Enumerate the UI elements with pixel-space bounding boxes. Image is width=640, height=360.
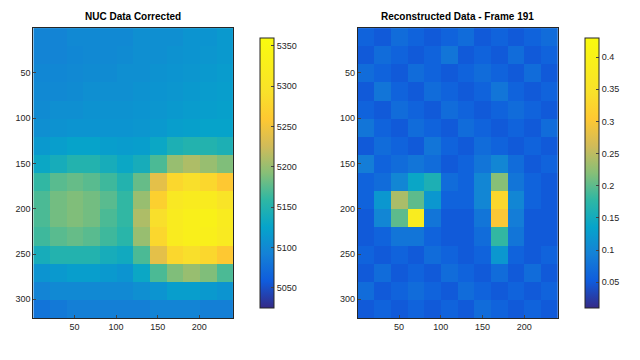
svg-text:150: 150 [15, 159, 30, 169]
svg-text:150: 150 [340, 159, 355, 169]
svg-text:100: 100 [109, 322, 124, 332]
svg-text:0.1: 0.1 [602, 245, 615, 255]
svg-text:NUC Data Corrected: NUC Data Corrected [85, 11, 181, 22]
svg-text:5150: 5150 [277, 202, 297, 212]
svg-text:0.35: 0.35 [602, 84, 620, 94]
svg-text:0.2: 0.2 [602, 181, 615, 191]
svg-text:200: 200 [340, 204, 355, 214]
svg-text:0.4: 0.4 [602, 52, 615, 62]
svg-text:250: 250 [15, 249, 30, 259]
svg-text:0.25: 0.25 [602, 149, 620, 159]
svg-text:250: 250 [340, 249, 355, 259]
svg-text:5350: 5350 [277, 41, 297, 51]
svg-text:100: 100 [433, 322, 448, 332]
svg-text:200: 200 [15, 204, 30, 214]
svg-text:0.3: 0.3 [602, 117, 615, 127]
svg-text:100: 100 [15, 113, 30, 123]
svg-text:5300: 5300 [277, 81, 297, 91]
svg-text:200: 200 [517, 322, 532, 332]
svg-text:0.15: 0.15 [602, 213, 620, 223]
svg-text:Reconstructed Data - Frame 191: Reconstructed Data - Frame 191 [381, 11, 534, 22]
svg-text:50: 50 [394, 322, 404, 332]
svg-text:5050: 5050 [277, 283, 297, 293]
svg-text:150: 150 [150, 322, 165, 332]
svg-text:50: 50 [20, 68, 30, 78]
svg-text:50: 50 [345, 68, 355, 78]
svg-text:5250: 5250 [277, 122, 297, 132]
svg-text:5100: 5100 [277, 243, 297, 253]
svg-text:300: 300 [340, 294, 355, 304]
svg-text:150: 150 [475, 322, 490, 332]
svg-text:200: 200 [192, 322, 207, 332]
svg-text:300: 300 [15, 294, 30, 304]
svg-text:50: 50 [69, 322, 79, 332]
svg-text:100: 100 [340, 113, 355, 123]
svg-text:5200: 5200 [277, 162, 297, 172]
svg-text:0.05: 0.05 [602, 277, 620, 287]
